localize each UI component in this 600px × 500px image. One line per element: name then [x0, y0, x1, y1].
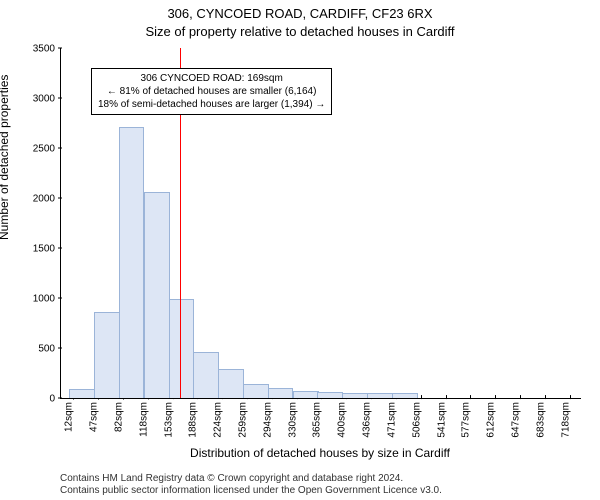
annotation-line: 306 CYNCOED ROAD: 169sqm: [98, 72, 325, 85]
histogram-bar: [144, 192, 170, 398]
x-tick: 647sqm: [510, 398, 521, 438]
histogram-bar: [169, 299, 195, 398]
y-tick: 1000: [33, 293, 61, 304]
x-tick: 294sqm: [262, 398, 273, 438]
x-tick: 118sqm: [138, 398, 149, 437]
x-tick: 224sqm: [213, 398, 224, 438]
y-tick: 500: [38, 343, 61, 354]
x-axis-label: Distribution of detached houses by size …: [60, 446, 580, 460]
x-tick: 612sqm: [486, 398, 497, 438]
annotation-box: 306 CYNCOED ROAD: 169sqm← 81% of detache…: [91, 68, 332, 115]
y-tick: 0: [49, 393, 61, 404]
histogram-bar: [342, 393, 368, 398]
x-tick: 577sqm: [461, 398, 472, 438]
x-tick: 683sqm: [535, 398, 546, 438]
x-tick: 365sqm: [312, 398, 323, 438]
footnote-1: Contains HM Land Registry data © Crown c…: [60, 473, 580, 484]
histogram-bar: [317, 392, 343, 398]
x-tick: 400sqm: [337, 398, 348, 438]
x-tick: 330sqm: [287, 398, 298, 438]
y-tick: 1500: [33, 243, 61, 254]
annotation-line: 18% of semi-detached houses are larger (…: [98, 98, 325, 111]
histogram-bar: [293, 391, 319, 398]
x-tick: 718sqm: [560, 398, 571, 438]
x-tick: 12sqm: [64, 398, 75, 432]
x-tick: 47sqm: [89, 398, 100, 432]
x-tick: 188sqm: [188, 398, 199, 438]
histogram-bar: [243, 384, 269, 398]
x-tick: 541sqm: [436, 398, 447, 438]
y-tick: 3500: [33, 43, 61, 54]
annotation-line: ← 81% of detached houses are smaller (6,…: [98, 85, 325, 98]
x-tick: 82sqm: [114, 398, 125, 432]
x-tick: 471sqm: [386, 398, 397, 438]
histogram-bar: [119, 127, 145, 398]
figure: 306, CYNCOED ROAD, CARDIFF, CF23 6RX Siz…: [0, 0, 600, 500]
histogram-bar: [94, 312, 120, 398]
plot-area: 050010001500200025003000350012sqm47sqm82…: [60, 48, 581, 399]
histogram-bar: [268, 388, 294, 398]
y-tick: 2500: [33, 143, 61, 154]
y-tick: 2000: [33, 193, 61, 204]
chart-subtitle: Size of property relative to detached ho…: [0, 24, 600, 39]
histogram-bar: [193, 352, 219, 398]
x-tick: 436sqm: [362, 398, 373, 438]
footnote-2: Contains public sector information licen…: [60, 485, 580, 496]
histogram-bar: [69, 389, 95, 398]
histogram-bar: [367, 393, 393, 398]
histogram-bar: [392, 393, 418, 398]
x-tick: 153sqm: [163, 398, 174, 438]
histogram-bar: [218, 369, 244, 398]
y-axis-label: Number of detached properties: [0, 75, 11, 240]
x-tick: 506sqm: [411, 398, 422, 438]
x-tick: 259sqm: [238, 398, 249, 438]
chart-title: 306, CYNCOED ROAD, CARDIFF, CF23 6RX: [0, 6, 600, 21]
y-tick: 3000: [33, 93, 61, 104]
